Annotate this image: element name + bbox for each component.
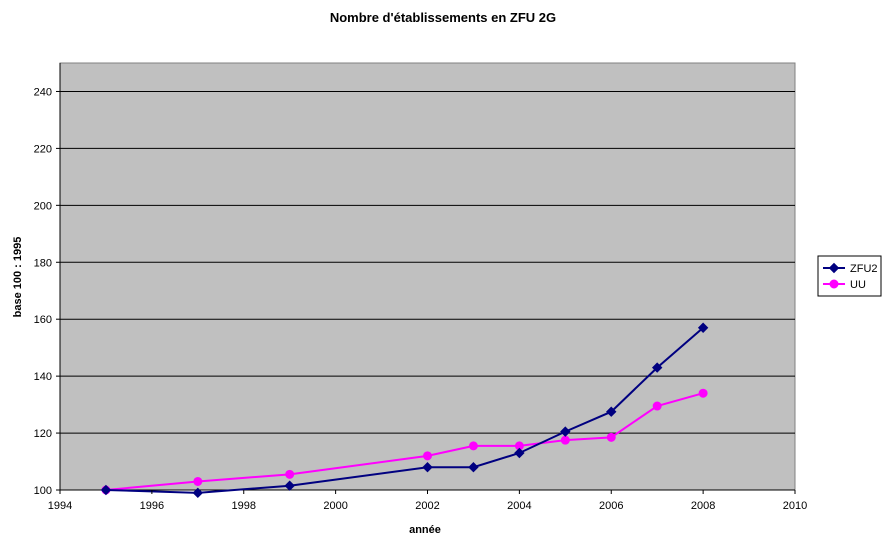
series-layer: [100, 322, 709, 499]
data-point-zfu2: [560, 426, 571, 437]
data-point-zfu2: [422, 462, 433, 473]
x-axis-label: année: [409, 524, 441, 536]
legend-entry-uu: UU: [823, 279, 866, 291]
data-point-uu: [606, 432, 616, 442]
plot-area: [59, 62, 796, 491]
y-axis-label: base 100 : 1995: [12, 237, 24, 318]
data-point-uu: [193, 476, 203, 486]
y-tick-label: 100: [34, 485, 52, 497]
data-point-uu: [468, 441, 478, 451]
x-tick-label: 2008: [691, 500, 715, 512]
x-tick-label: 1996: [140, 500, 164, 512]
y-tick-label: 140: [34, 371, 52, 383]
legend-label-uu: UU: [850, 279, 866, 291]
x-tick-label: 1998: [232, 500, 256, 512]
data-point-zfu2: [468, 462, 479, 473]
x-tick-label: 2000: [323, 500, 347, 512]
chart-title: Nombre d'établissements en ZFU 2G: [330, 10, 556, 25]
x-tick-label: 2002: [415, 500, 439, 512]
x-tick-label: 2010: [783, 500, 807, 512]
data-point-zfu2: [606, 406, 617, 417]
data-point-zfu2: [514, 447, 525, 459]
y-tick-label: 200: [34, 200, 52, 212]
y-tick-label: 180: [34, 257, 52, 269]
x-tick-label: 2004: [507, 500, 531, 512]
legend-label-zfu2: ZFU2: [850, 263, 878, 275]
series-zfu2: [100, 322, 709, 499]
y-tick-label: 240: [34, 86, 52, 98]
data-point-uu: [698, 388, 708, 398]
x-tick-label: 2006: [599, 500, 623, 512]
data-point-uu: [652, 401, 662, 411]
grid-lines: [59, 63, 795, 491]
legend: ZFU2 UU: [817, 255, 882, 297]
legend-box: [817, 255, 882, 297]
y-tick-label: 120: [34, 428, 52, 440]
series-line-uu: [105, 392, 704, 491]
data-point-uu: [423, 451, 432, 461]
legend-entry-zfu2: ZFU2: [823, 262, 878, 275]
data-point-zfu2: [284, 480, 295, 491]
y-tick-label: 160: [34, 314, 52, 326]
tick-labels: 100 120 140 160 180 200 220 240 1994 1996 1998 2000…: [34, 86, 808, 512]
data-point-zfu2: [651, 362, 663, 373]
series-line-zfu2: [105, 326, 704, 494]
data-point-uu: [560, 435, 570, 445]
data-point-zfu2: [100, 484, 112, 496]
legend-marker-uu: [829, 279, 839, 289]
data-point-zfu2: [697, 322, 709, 333]
x-tick-label: 1994: [48, 500, 72, 512]
y-tick-label: 220: [34, 143, 52, 155]
data-point-uu: [285, 469, 295, 479]
legend-marker-zfu2: [828, 262, 840, 274]
data-point-zfu2: [192, 487, 204, 499]
plot-background: [59, 62, 796, 491]
